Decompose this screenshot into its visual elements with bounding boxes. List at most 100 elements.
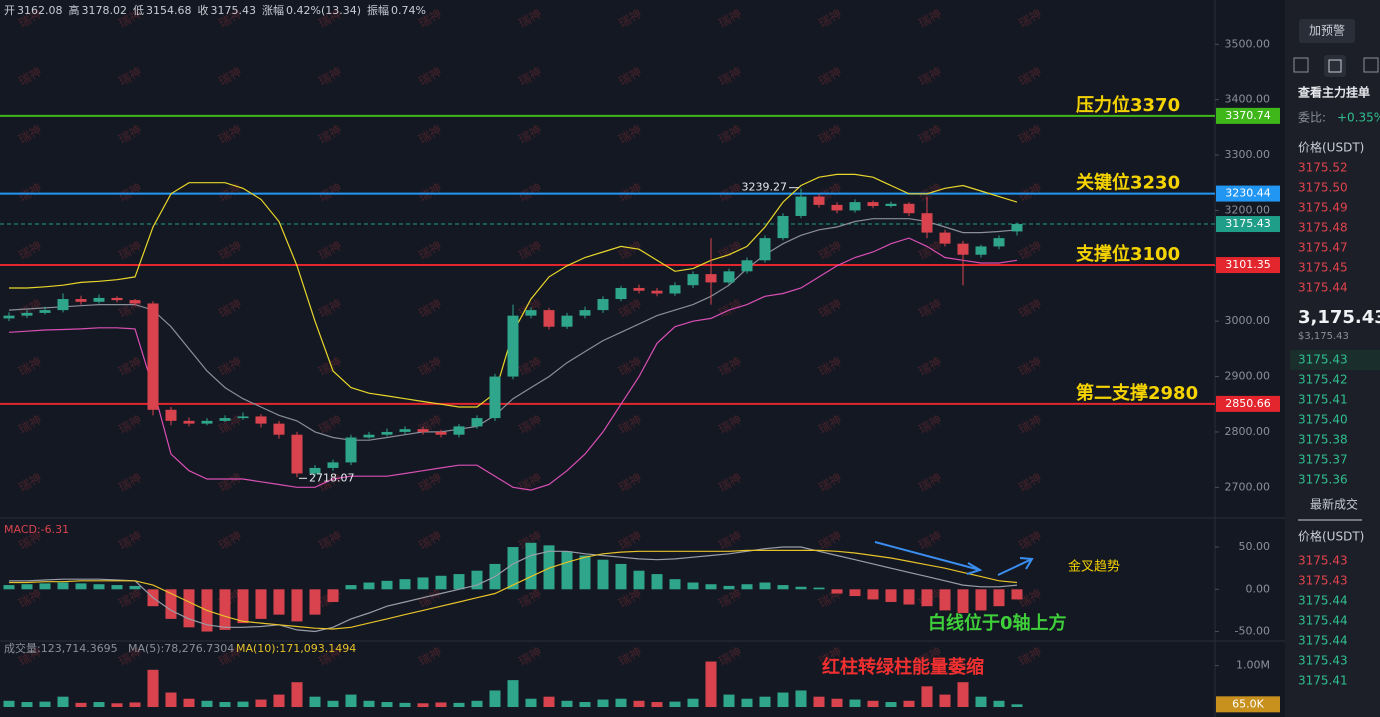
volume-bar (345, 694, 357, 707)
low-label: 2718.07 (309, 471, 355, 484)
ohlc-header: 开 3162.08 高 3178.02 低 3154.68 收 3175.43 涨幅 0.42%(… (4, 3, 426, 17)
macd-bar (777, 585, 789, 590)
macd-bar (57, 582, 69, 590)
price-tag (1216, 395, 1280, 412)
candle-body (669, 285, 681, 294)
candle-body (759, 238, 771, 261)
candle-body (561, 315, 573, 327)
ask-price: 3175.52 (1298, 161, 1348, 175)
macd-label: MACD:-6.31 (4, 523, 69, 536)
volume-bar (273, 694, 285, 707)
volume-bar (507, 680, 519, 707)
y-tick-label: 3400.00 (1225, 93, 1271, 106)
y-tick-label: 50.00 (1239, 540, 1271, 553)
trade-price: 3175.44 (1298, 634, 1348, 648)
macd-bar (849, 589, 861, 597)
macd-bar (111, 585, 123, 590)
macd-bar (471, 570, 483, 590)
tab-icon[interactable] (1293, 57, 1309, 73)
candle-body (741, 260, 753, 272)
macd-bar (129, 585, 141, 590)
macd-bar (399, 579, 411, 590)
volume-bar (903, 700, 915, 707)
candle-body (93, 297, 105, 302)
price-tag-label: 3175.43 (1225, 217, 1271, 230)
candle-body (543, 310, 555, 327)
level-note: 支撑位3100 (1075, 243, 1180, 265)
trade-price: 3175.44 (1298, 594, 1348, 608)
volume-bar (435, 702, 447, 707)
macd-bar (885, 589, 897, 602)
volume-bar (1011, 704, 1023, 707)
volume-bar (939, 694, 951, 707)
volume-tag-label: 65.0K (1232, 697, 1264, 710)
trades-header: 价格(USDT) (1298, 529, 1364, 544)
candle-body (201, 420, 213, 424)
candle-body (921, 213, 933, 233)
alert-button[interactable] (1299, 19, 1355, 43)
price-tag (1216, 216, 1280, 233)
macd-bar (291, 589, 303, 622)
bid-highlight (1290, 350, 1380, 370)
volume-bar (93, 702, 105, 707)
candle-body (255, 416, 267, 424)
level-note: 第二支撑2980 (1076, 382, 1198, 404)
candle-body (795, 196, 807, 216)
volume-bar (741, 698, 753, 707)
y-tick-label: 2900.00 (1225, 370, 1271, 383)
volume-bar (795, 690, 807, 707)
volume-bar (615, 698, 627, 707)
macd-bar (903, 589, 915, 605)
candle-body (993, 238, 1005, 247)
candle-body (633, 287, 645, 291)
volume-bar (489, 690, 501, 707)
ratio-label: 委比: (1298, 111, 1326, 125)
volume-bar (849, 699, 861, 707)
candle-body (867, 202, 879, 206)
macd-bar (957, 589, 969, 613)
volume-bar (885, 702, 897, 707)
volume-bar (381, 702, 393, 707)
tab-icon-active[interactable] (1324, 55, 1346, 77)
macd-bar (633, 570, 645, 590)
volume-bar (957, 682, 969, 707)
annotation: 白线位于0轴上方 (928, 612, 1067, 634)
bid-price: 3175.36 (1298, 473, 1348, 487)
candle-body (39, 310, 51, 313)
macd-bar (21, 584, 33, 590)
macd-bar (165, 589, 177, 619)
alert-button-label[interactable]: 加预警 (1309, 23, 1345, 38)
candle-body (57, 299, 69, 311)
tab-icon[interactable] (1363, 57, 1379, 73)
candle-body (813, 196, 825, 205)
price-tag (1216, 107, 1280, 124)
annotation: 金叉趋势 (1068, 559, 1120, 575)
last-price: 3,175.43 (1298, 307, 1380, 328)
macd-bar (759, 582, 771, 590)
indicator-line (9, 549, 1018, 630)
y-tick-label: 2700.00 (1225, 480, 1271, 493)
header-value: 0.42%(13.34) (286, 4, 361, 17)
orders-title[interactable]: 查看主力挂单 (1297, 85, 1370, 100)
bid-price: 3175.37 (1298, 453, 1348, 467)
bid-price: 3175.38 (1298, 433, 1348, 447)
macd-bar (867, 589, 879, 600)
header-label: 开 (4, 4, 15, 17)
candle-body (399, 429, 411, 432)
ask-price: 3175.50 (1298, 181, 1348, 195)
indicator-line (8, 218, 1018, 441)
macd-bar (417, 577, 429, 590)
ask-price: 3175.47 (1298, 241, 1348, 255)
candle-body (849, 202, 861, 211)
y-tick-label: -50.00 (1235, 625, 1270, 638)
bid-price: 3175.41 (1298, 393, 1348, 407)
candle-body (75, 299, 87, 302)
macd-bar (381, 580, 393, 590)
tab-icon[interactable] (1328, 59, 1342, 73)
volume-bar (309, 696, 321, 707)
volume-bar (237, 701, 249, 707)
macd-bar (795, 586, 807, 590)
level-note: 关键位3230 (1076, 172, 1180, 194)
macd-bar (273, 589, 285, 615)
macd-bar (363, 582, 375, 590)
